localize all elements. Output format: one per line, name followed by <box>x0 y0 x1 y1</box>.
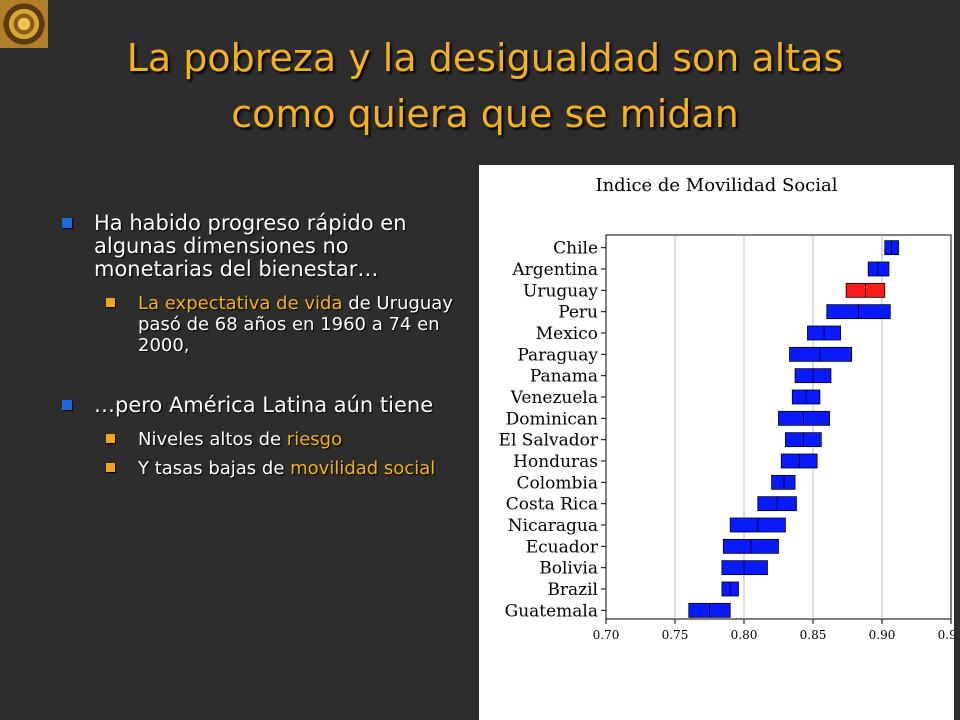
sub-bullet-mobility: Y tasas bajas de movilidad social <box>98 458 456 479</box>
slide-title: La pobreza y la desigualdad son altas co… <box>60 30 910 142</box>
interval-bar <box>721 560 768 576</box>
highlight-life-expectancy: La expectativa de vida <box>138 293 343 314</box>
sub-bullet-risk: Niveles altos de riesgo <box>98 429 456 450</box>
bullet-latin-america: …pero América Latina aún tiene <box>56 394 456 417</box>
highlight-risk: riesgo <box>286 429 343 450</box>
category-label: Dominican <box>506 409 598 429</box>
category-label: Guatemala <box>505 601 598 621</box>
bullet-list: Ha habido progreso rápido en algunas dim… <box>56 212 456 487</box>
x-tick-label: 0.75 <box>662 628 689 642</box>
category-label: Nicaragua <box>508 516 598 536</box>
x-tick-label: 0.70 <box>593 628 620 642</box>
title-line-1: La pobreza y la desigualdad son altas <box>126 36 844 80</box>
category-label: Chile <box>553 239 598 259</box>
category-label: Paraguay <box>517 345 598 365</box>
category-label: Honduras <box>513 452 598 472</box>
category-label: Peru <box>558 303 598 323</box>
category-label: Costa Rica <box>506 495 598 515</box>
interval-bar <box>778 410 830 426</box>
highlight-mobility: movilidad social <box>290 458 436 479</box>
bullet-square-icon <box>62 218 72 228</box>
category-label: Colombia <box>517 473 599 493</box>
risk-text: Niveles altos de <box>138 429 287 450</box>
plot-frame <box>605 234 952 620</box>
sub-bullet-square-icon <box>106 298 115 307</box>
sub-bullet-square-icon <box>106 463 115 472</box>
chart-panel: Indice de Movilidad Social 0.70 0.75 0.80 0… <box>479 165 954 720</box>
category-label: Ecuador <box>526 537 599 557</box>
x-tick-label: 0.85 <box>800 628 827 642</box>
category-label: Panama <box>530 367 598 387</box>
category-label: Venezuela <box>510 388 598 408</box>
x-tick-label: 0.95 <box>938 628 954 642</box>
title-line-2: como quiera que se midan <box>231 92 739 136</box>
bullet-latin-america-text: …pero América Latina aún tiene <box>94 393 434 417</box>
chart-title: Indice de Movilidad Social <box>595 175 838 196</box>
category-label: Uruguay <box>523 281 598 301</box>
category-label: Mexico <box>536 324 598 344</box>
interval-bar <box>789 346 853 362</box>
bullet-square-icon <box>62 400 72 410</box>
interval-bar <box>867 261 890 277</box>
category-label: El Salvador <box>499 431 599 451</box>
category-label: Bolivia <box>539 559 598 579</box>
logo-image <box>0 0 48 48</box>
life-expectancy-text: de Uruguay pasó de 68 años en 1960 a 74 … <box>138 293 453 356</box>
category-label: Argentina <box>511 260 598 280</box>
sub-bullet-square-icon <box>106 434 115 443</box>
category-label: Brazil <box>547 580 598 600</box>
interval-bar <box>771 474 796 490</box>
bullet-progress: Ha habido progreso rápido en algunas dim… <box>56 212 456 281</box>
bullet-progress-text: Ha habido progreso rápido en algunas dim… <box>94 211 407 281</box>
mobility-text: Y tasas bajas de <box>138 458 291 479</box>
mobility-chart: 0.70 0.75 0.80 0.85 0.90 0.95 ChileArgentinaUr… <box>499 234 954 642</box>
x-tick-label: 0.90 <box>869 628 896 642</box>
x-tick-label: 0.80 <box>731 628 758 642</box>
sub-bullet-life-expectancy: La expectativa de vida de Uruguay pasó d… <box>98 293 456 356</box>
